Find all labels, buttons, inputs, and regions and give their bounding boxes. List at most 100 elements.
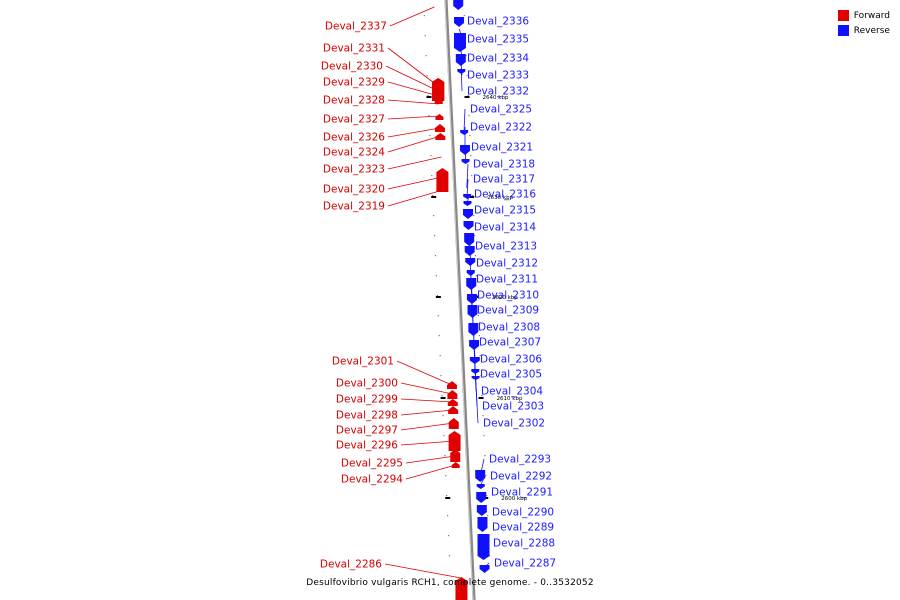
leader-line <box>387 189 443 207</box>
minor-tick <box>471 175 473 177</box>
minor-tick <box>482 415 484 417</box>
gene-label[interactable]: Deval_2301 <box>332 356 394 368</box>
gene-label[interactable]: Deval_2323 <box>323 164 385 176</box>
forward-swatch <box>837 10 849 21</box>
scale-label: 2620 kbp <box>492 295 518 301</box>
gene-glyph <box>466 270 475 276</box>
gene-label[interactable]: Deval_2294 <box>341 474 403 486</box>
gene-glyph <box>450 449 461 462</box>
leader-line <box>387 127 441 138</box>
leader-line <box>387 135 441 153</box>
minor-tick <box>428 115 430 117</box>
minor-tick <box>466 75 468 77</box>
minor-tick <box>484 455 486 457</box>
minor-tick <box>424 35 426 37</box>
gene-label[interactable]: Deval_2309 <box>477 305 539 317</box>
gene-label[interactable]: Deval_2317 <box>473 174 535 186</box>
gene-label[interactable]: Deval_2298 <box>336 410 398 422</box>
gene-label[interactable]: Deval_2322 <box>470 122 532 134</box>
minor-tick <box>443 435 445 437</box>
gene-label[interactable]: Deval_2328 <box>323 95 385 107</box>
leader-line <box>463 108 466 131</box>
gene-label[interactable]: Deval_2305 <box>480 369 542 381</box>
minor-tick <box>472 195 474 197</box>
legend-forward-label: Forward <box>853 10 890 21</box>
gene-label[interactable]: Deval_2332 <box>467 86 529 98</box>
gene-label[interactable]: Deval_2297 <box>336 425 398 437</box>
gene-label[interactable]: Deval_2337 <box>325 21 387 33</box>
minor-tick <box>434 255 437 257</box>
minor-tick <box>445 475 447 477</box>
gene-glyph <box>453 33 466 52</box>
gene-label[interactable]: Deval_2319 <box>323 201 385 213</box>
gene-label[interactable]: Deval_2303 <box>482 401 544 413</box>
gene-label[interactable]: Deval_2331 <box>323 43 385 55</box>
minor-tick <box>485 475 487 477</box>
gene-label[interactable]: Deval_2295 <box>341 458 403 470</box>
gene-label[interactable]: Deval_2335 <box>467 34 529 46</box>
minor-tick <box>435 275 438 277</box>
minor-tick <box>475 275 478 277</box>
gene-label[interactable]: Deval_2312 <box>476 258 538 270</box>
gene-label[interactable]: Deval_2320 <box>323 184 385 196</box>
gene-label[interactable]: Deval_2336 <box>467 16 529 28</box>
gene-label[interactable]: Deval_2330 <box>321 61 383 73</box>
leader-line <box>385 65 439 92</box>
gene-label[interactable]: Deval_2311 <box>476 274 538 286</box>
gene-label[interactable]: Deval_2304 <box>481 386 543 398</box>
gene-label[interactable]: Deval_2326 <box>323 132 385 144</box>
minor-tick <box>447 535 450 537</box>
leader-line <box>387 176 443 190</box>
gene-label[interactable]: Deval_2333 <box>467 70 529 82</box>
gene-glyph <box>435 114 444 120</box>
gene-glyph <box>463 194 472 199</box>
gene-label[interactable]: Deval_2308 <box>478 322 540 334</box>
leader-line <box>387 99 439 105</box>
minor-tick <box>486 495 488 497</box>
scale-label: 2640 kbp <box>483 95 509 101</box>
gene-label[interactable]: Deval_2315 <box>474 205 536 217</box>
gene-glyph <box>463 221 474 230</box>
gene-label[interactable]: Deval_2286 <box>320 559 382 571</box>
minor-tick <box>446 495 448 497</box>
gene-glyph <box>466 294 477 304</box>
gene-label[interactable]: Deval_2287 <box>494 558 556 570</box>
gene-label[interactable]: Deval_2299 <box>336 394 398 406</box>
gene-label[interactable]: Deval_2321 <box>471 142 533 154</box>
gene-label[interactable]: Deval_2293 <box>489 454 551 466</box>
scale-tick <box>431 196 437 198</box>
gene-label[interactable]: Deval_2292 <box>490 471 552 483</box>
gene-label[interactable]: Deval_2288 <box>493 538 555 550</box>
gene-label[interactable]: Deval_2306 <box>480 354 542 366</box>
minor-tick <box>436 295 438 297</box>
minor-tick <box>463 15 465 17</box>
gene-label[interactable]: Deval_2325 <box>470 104 532 116</box>
gene-label[interactable]: Deval_2329 <box>323 77 385 89</box>
scale-tick <box>469 196 475 198</box>
minor-tick <box>473 215 475 217</box>
gene-label[interactable]: Deval_2289 <box>492 522 554 534</box>
gene-label[interactable]: Deval_2310 <box>477 290 539 302</box>
gene-label[interactable]: Deval_2291 <box>491 487 553 499</box>
gene-glyph <box>468 323 479 336</box>
gene-label[interactable]: Deval_2313 <box>475 241 537 253</box>
gene-glyph <box>479 565 490 573</box>
minor-tick <box>427 95 429 97</box>
gene-label[interactable]: Deval_2296 <box>336 440 398 452</box>
gene-label[interactable]: Deval_2290 <box>492 507 554 519</box>
gene-label[interactable]: Deval_2314 <box>474 222 536 234</box>
gene-label[interactable]: Deval_2324 <box>323 147 385 159</box>
gene-label[interactable]: Deval_2334 <box>467 53 529 65</box>
scale-tick <box>435 296 441 298</box>
minor-ticks <box>423 15 491 557</box>
gene-glyph <box>455 54 466 66</box>
gene-label[interactable]: Deval_2300 <box>336 378 398 390</box>
gene-label[interactable]: Deval_2302 <box>483 418 545 430</box>
gene-label[interactable]: Deval_2327 <box>323 114 385 126</box>
gene-label[interactable]: Deval_2318 <box>473 159 535 171</box>
minor-tick <box>432 195 434 197</box>
minor-tick <box>469 135 471 137</box>
leader-line <box>466 163 469 189</box>
gene-label[interactable]: Deval_2316 <box>474 189 536 201</box>
gene-label[interactable]: Deval_2307 <box>479 337 541 349</box>
